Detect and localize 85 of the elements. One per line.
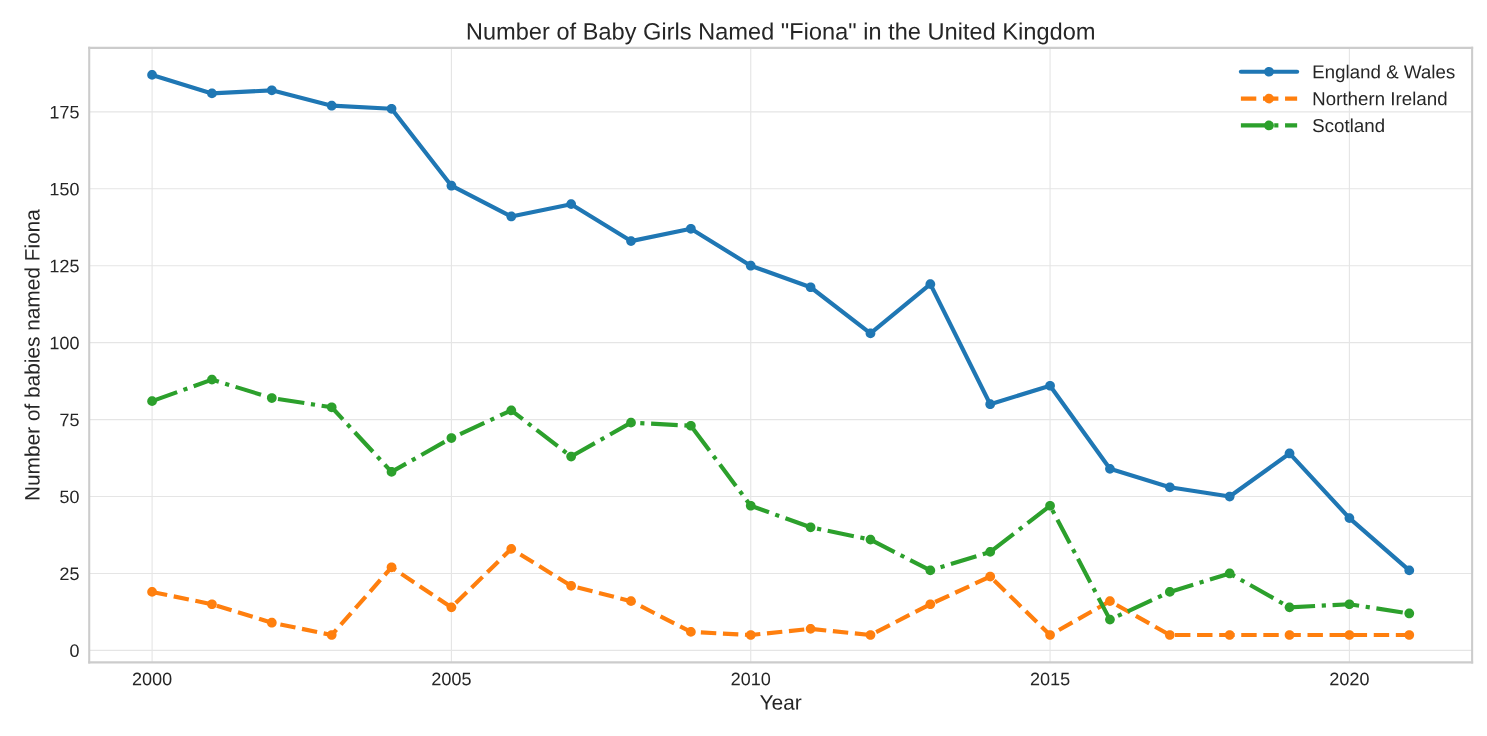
point bbox=[626, 596, 636, 607]
point bbox=[266, 617, 277, 628]
y-tick-label: 125 bbox=[50, 259, 79, 273]
point bbox=[865, 630, 876, 640]
point bbox=[1404, 565, 1415, 576]
point bbox=[326, 100, 337, 111]
point bbox=[1105, 596, 1115, 607]
point bbox=[446, 602, 457, 613]
point bbox=[1045, 500, 1055, 511]
y-axis-title: Number of babies named Fiona bbox=[24, 209, 40, 500]
point bbox=[207, 374, 217, 385]
point bbox=[1045, 380, 1055, 391]
point bbox=[506, 211, 517, 222]
point bbox=[686, 223, 696, 234]
point bbox=[326, 402, 337, 413]
y-tick-label: 175 bbox=[50, 105, 79, 119]
point bbox=[1224, 568, 1235, 579]
point bbox=[805, 522, 816, 533]
point bbox=[386, 103, 397, 114]
point bbox=[147, 70, 157, 80]
point bbox=[925, 599, 936, 610]
point bbox=[1284, 602, 1295, 613]
legend-label: Northern Ireland bbox=[1313, 91, 1447, 106]
point bbox=[1164, 482, 1175, 493]
y-tick-label: 100 bbox=[50, 336, 79, 350]
point bbox=[1284, 630, 1295, 640]
point bbox=[1404, 608, 1415, 619]
point bbox=[446, 433, 457, 443]
x-tick-label: 2010 bbox=[731, 672, 771, 686]
point bbox=[865, 534, 876, 545]
y-tick-label: 0 bbox=[70, 644, 79, 658]
point bbox=[1224, 491, 1235, 502]
point bbox=[1344, 630, 1355, 640]
point bbox=[686, 420, 696, 431]
point bbox=[566, 199, 576, 210]
point bbox=[147, 587, 157, 597]
x-tick-label: 2000 bbox=[132, 672, 172, 686]
point bbox=[207, 88, 217, 99]
point bbox=[745, 630, 756, 640]
y-tick-label: 50 bbox=[60, 490, 79, 504]
point bbox=[925, 565, 936, 576]
point bbox=[386, 467, 397, 477]
point bbox=[386, 562, 397, 573]
point bbox=[925, 279, 936, 290]
y-tick-label: 75 bbox=[60, 413, 79, 427]
point bbox=[1045, 630, 1055, 640]
point bbox=[985, 547, 996, 557]
point bbox=[745, 260, 756, 271]
point bbox=[566, 451, 576, 462]
point bbox=[626, 417, 636, 428]
point bbox=[506, 405, 517, 416]
y-tick-label: 25 bbox=[60, 567, 79, 581]
point bbox=[446, 180, 457, 191]
point bbox=[745, 500, 756, 511]
point bbox=[1284, 448, 1295, 459]
point bbox=[1344, 599, 1355, 610]
point bbox=[506, 543, 517, 554]
point bbox=[1404, 630, 1415, 640]
point bbox=[1164, 630, 1175, 640]
point bbox=[985, 399, 996, 410]
x-tick-label: 2015 bbox=[1030, 672, 1070, 686]
point bbox=[805, 623, 816, 634]
x-axis-title: Year bbox=[760, 695, 802, 710]
point bbox=[985, 571, 996, 582]
point bbox=[805, 282, 816, 293]
point bbox=[147, 396, 157, 406]
legend-label: England & Wales bbox=[1313, 64, 1455, 83]
point bbox=[266, 393, 277, 403]
chart-title: Number of Baby Girls Named "Fiona" in the United Kingdom bbox=[467, 22, 1094, 45]
point bbox=[326, 630, 337, 640]
point bbox=[207, 599, 217, 610]
point bbox=[1344, 513, 1355, 523]
y-tick-label: 150 bbox=[50, 182, 79, 196]
point bbox=[1105, 463, 1115, 474]
point bbox=[566, 580, 576, 591]
legend-label: Scotland bbox=[1312, 118, 1384, 133]
point bbox=[1164, 587, 1175, 597]
point bbox=[865, 328, 876, 339]
point bbox=[686, 627, 696, 637]
point bbox=[266, 85, 277, 96]
point bbox=[1224, 630, 1235, 640]
x-tick-label: 2005 bbox=[432, 672, 471, 686]
point bbox=[626, 236, 636, 246]
point bbox=[1105, 614, 1115, 625]
x-tick-label: 2020 bbox=[1330, 672, 1369, 686]
